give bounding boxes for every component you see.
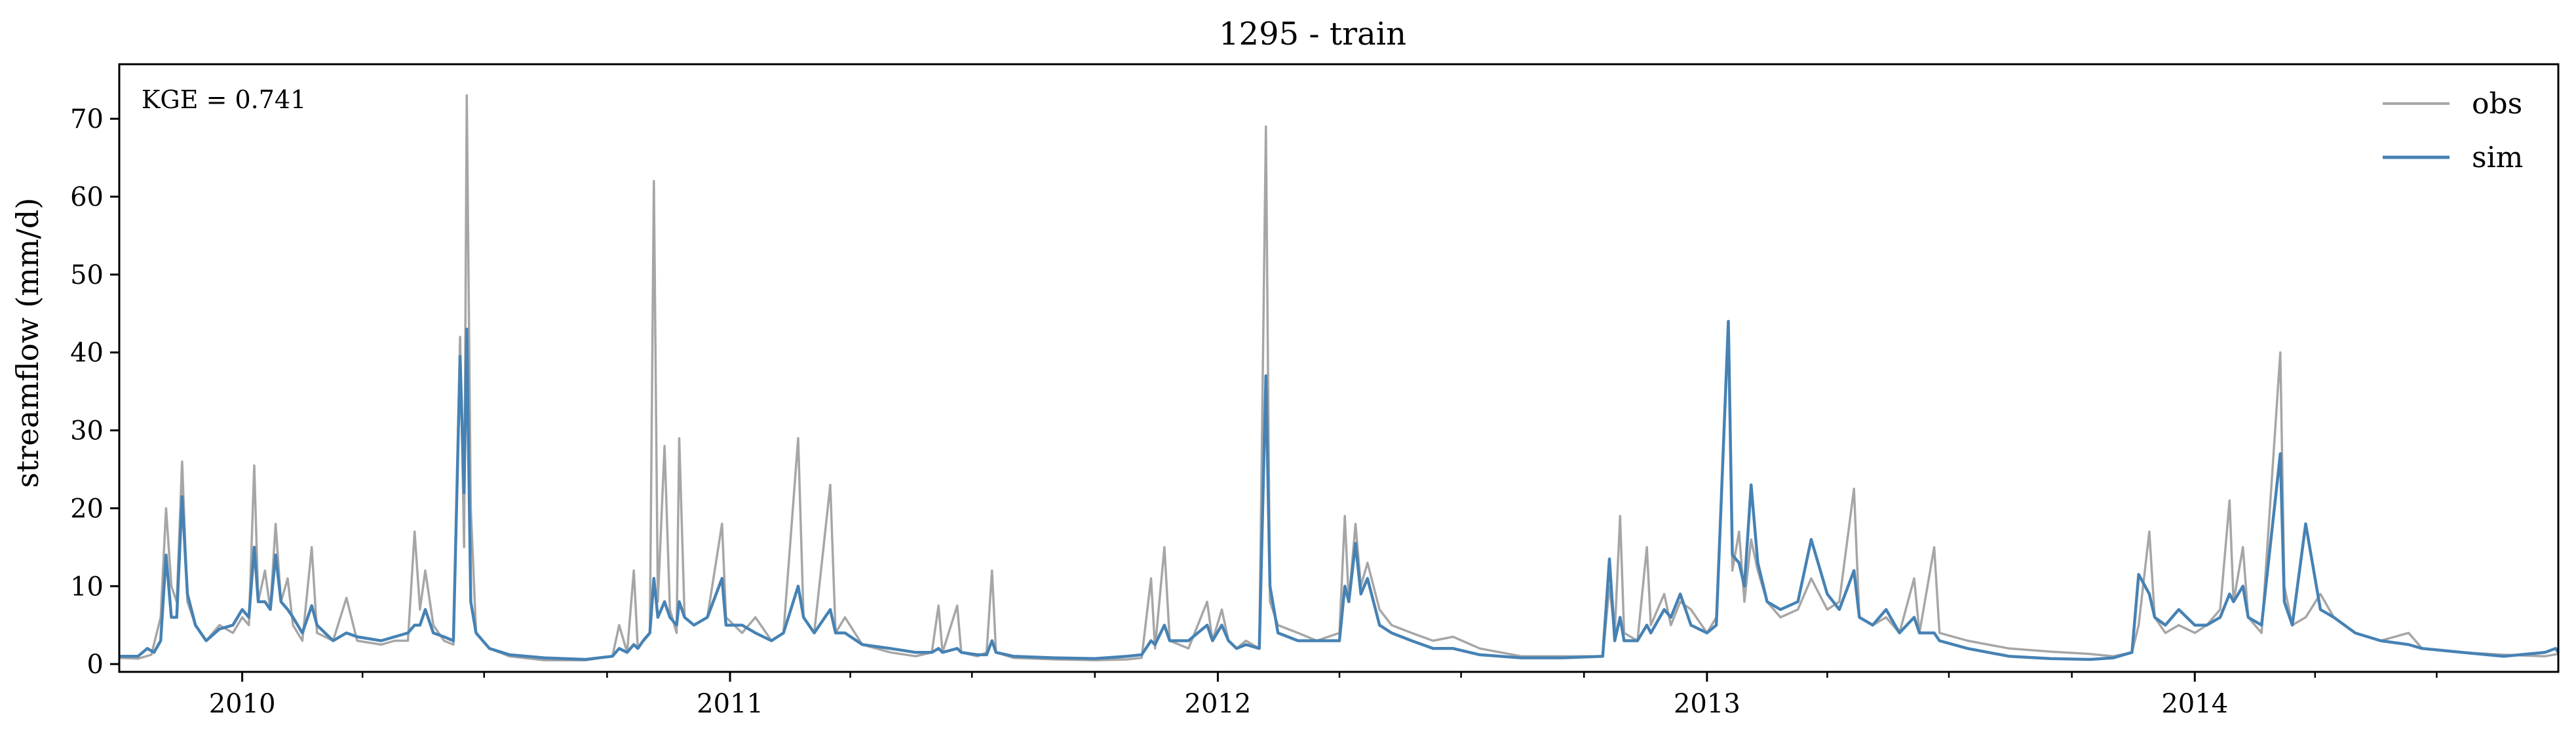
kge-annotation: KGE = 0.741 bbox=[142, 85, 306, 114]
chart-title: 1295 - train bbox=[1219, 16, 1406, 52]
y-axis-ticks: 0 10 20 30 40 50 60 70 bbox=[70, 104, 119, 680]
x-tick-label: 2013 bbox=[1674, 689, 1740, 719]
y-axis-label: streamflow (mm/d) bbox=[10, 198, 45, 488]
legend-label-sim: sim bbox=[2472, 141, 2523, 174]
y-tick-label: 50 bbox=[70, 260, 104, 290]
y-tick-label: 30 bbox=[70, 416, 104, 446]
legend-label-obs: obs bbox=[2472, 87, 2522, 121]
y-tick-label: 40 bbox=[70, 338, 104, 368]
legend: obs sim bbox=[2383, 87, 2523, 174]
x-axis-ticks: 2010 2011 2012 2013 2014 bbox=[209, 672, 2438, 719]
y-tick-label: 70 bbox=[70, 104, 104, 134]
plot-area bbox=[119, 94, 2560, 661]
y-tick-label: 20 bbox=[70, 494, 104, 524]
x-tick-label: 2011 bbox=[697, 689, 763, 719]
x-tick-label: 2010 bbox=[209, 689, 276, 719]
y-tick-label: 10 bbox=[70, 572, 104, 602]
x-tick-label: 2014 bbox=[2161, 689, 2228, 719]
x-tick-label: 2012 bbox=[1185, 689, 1252, 719]
y-tick-label: 0 bbox=[87, 650, 104, 680]
y-tick-label: 60 bbox=[70, 182, 104, 212]
series-line-sim bbox=[119, 319, 2560, 661]
